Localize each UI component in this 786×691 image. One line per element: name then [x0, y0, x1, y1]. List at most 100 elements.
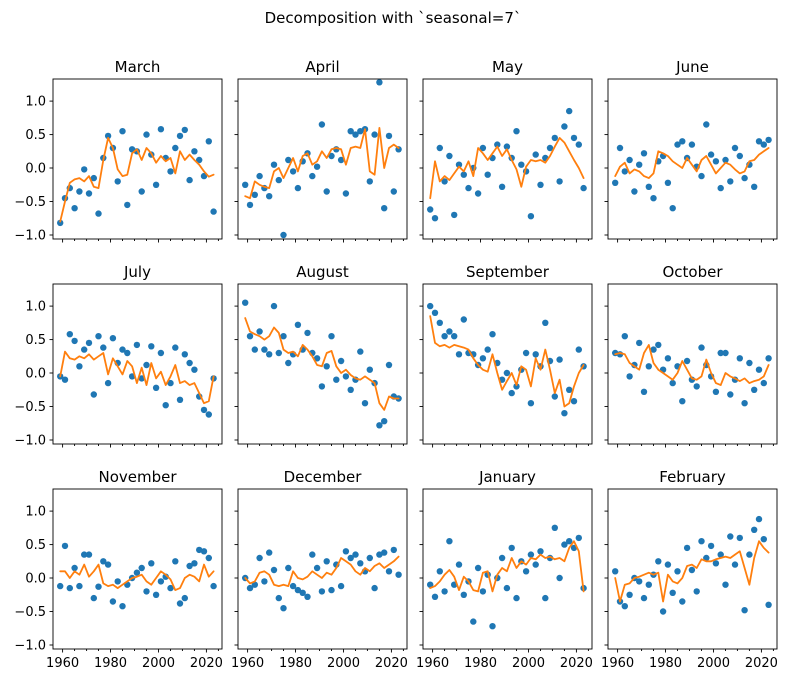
subplot-title: August [296, 263, 349, 281]
subplot-title: January [478, 468, 536, 486]
x-ticks [432, 239, 589, 243]
x-tick-label: 1980 [649, 656, 682, 671]
y-tick-label: 1.0 [25, 300, 46, 315]
x-ticks [62, 444, 219, 448]
y-ticks [234, 100, 238, 236]
subplot-title: June [675, 58, 709, 76]
subplot-grid: −1.0 −0.5 0.0 0.5 1.0 March April May June −1.0 −0… [14, 58, 778, 671]
trend-line [244, 555, 400, 587]
x-tick-label: 1960 [601, 656, 634, 671]
x-tick-label: 2020 [560, 656, 593, 671]
x-ticks [247, 444, 404, 448]
subplot-title: March [115, 58, 161, 76]
y-tick-label: 1.0 [25, 95, 46, 110]
scatter-points [57, 542, 217, 610]
trend-line [614, 147, 770, 180]
trend-line [429, 315, 585, 408]
x-tick-label: 1960 [416, 656, 449, 671]
subplot-august: August [234, 263, 408, 448]
y-tick-label: −0.5 [14, 400, 46, 415]
subplot-title: July [123, 263, 151, 281]
subplot-title: April [305, 58, 339, 76]
x-tick-label: 2000 [142, 656, 175, 671]
scatter-points [242, 299, 402, 429]
trend-line [614, 540, 770, 603]
x-ticks [617, 444, 774, 448]
subplot-january: 1960 1980 2000 2020 January [416, 468, 593, 671]
y-tick-label: 0.0 [25, 572, 46, 587]
scatter-points [427, 107, 587, 222]
y-tick-label: 0.5 [25, 333, 46, 348]
x-tick-label: 2020 [190, 656, 223, 671]
x-ticks [247, 649, 404, 653]
trend-line [429, 136, 585, 200]
axes-spines [422, 488, 593, 650]
y-ticks [234, 510, 238, 646]
axes-spines [237, 78, 408, 240]
y-ticks [419, 100, 423, 236]
x-tick-label: 1960 [46, 656, 79, 671]
subplot-february: 1960 1980 2000 2020 February [601, 468, 778, 671]
subplot-march: −1.0 −0.5 0.0 0.5 1.0 March [14, 58, 223, 244]
x-tick-label: 2000 [697, 656, 730, 671]
trend-line [614, 343, 770, 387]
subplot-title: February [659, 468, 726, 486]
y-tick-label: −0.5 [14, 195, 46, 210]
x-tick-label: 2000 [327, 656, 360, 671]
x-tick-label: 1980 [279, 656, 312, 671]
trend-line [429, 540, 585, 593]
y-tick-label: 0.0 [25, 162, 46, 177]
subplot-september: September [419, 263, 593, 448]
axes-spines [607, 488, 778, 650]
subplot-may: May [419, 58, 593, 243]
y-ticks [49, 305, 53, 441]
x-ticks [432, 444, 589, 448]
y-tick-label: 0.0 [25, 367, 46, 382]
x-tick-label: 1980 [94, 656, 127, 671]
axes-spines [422, 78, 593, 240]
scatter-points [612, 121, 772, 212]
x-tick-label: 2020 [745, 656, 778, 671]
axes-spines [237, 488, 408, 650]
scatter-points [612, 333, 772, 407]
subplot-title: December [284, 468, 363, 486]
y-tick-label: −0.5 [14, 605, 46, 620]
x-tick-label: 2020 [375, 656, 408, 671]
trend-line [59, 350, 215, 405]
trend-line [59, 563, 215, 591]
x-ticks [247, 239, 404, 243]
trend-line [244, 317, 400, 411]
y-tick-label: 1.0 [25, 505, 46, 520]
axes-spines [52, 283, 223, 445]
subplot-title: May [492, 58, 523, 76]
axes-spines [237, 283, 408, 445]
subplot-november: −1.0 −0.5 0.0 0.5 1.0 1960 1980 2000 2020 Novembe… [14, 468, 223, 671]
subplot-title: November [98, 468, 177, 486]
y-ticks [604, 100, 608, 236]
y-ticks [234, 305, 238, 441]
subplot-title: October [662, 263, 723, 281]
y-ticks [419, 305, 423, 441]
axes-spines [607, 78, 778, 240]
x-ticks [62, 239, 219, 243]
subplot-april: April [234, 58, 408, 243]
subplot-july: −1.0 −0.5 0.0 0.5 1.0 July [14, 263, 223, 449]
axes-spines [422, 283, 593, 445]
subplot-title: September [466, 263, 550, 281]
y-ticks [604, 305, 608, 441]
scatter-points [242, 79, 402, 239]
subplot-june: June [604, 58, 778, 243]
y-tick-label: −1.0 [14, 639, 46, 654]
axes-spines [52, 488, 223, 650]
y-ticks [604, 510, 608, 646]
y-tick-label: 0.5 [25, 538, 46, 553]
y-tick-label: −1.0 [14, 434, 46, 449]
x-ticks [617, 239, 774, 243]
axes-spines [607, 283, 778, 445]
axes-spines [52, 78, 223, 240]
y-tick-label: 0.5 [25, 128, 46, 143]
y-ticks [419, 510, 423, 646]
x-tick-label: 1960 [231, 656, 264, 671]
